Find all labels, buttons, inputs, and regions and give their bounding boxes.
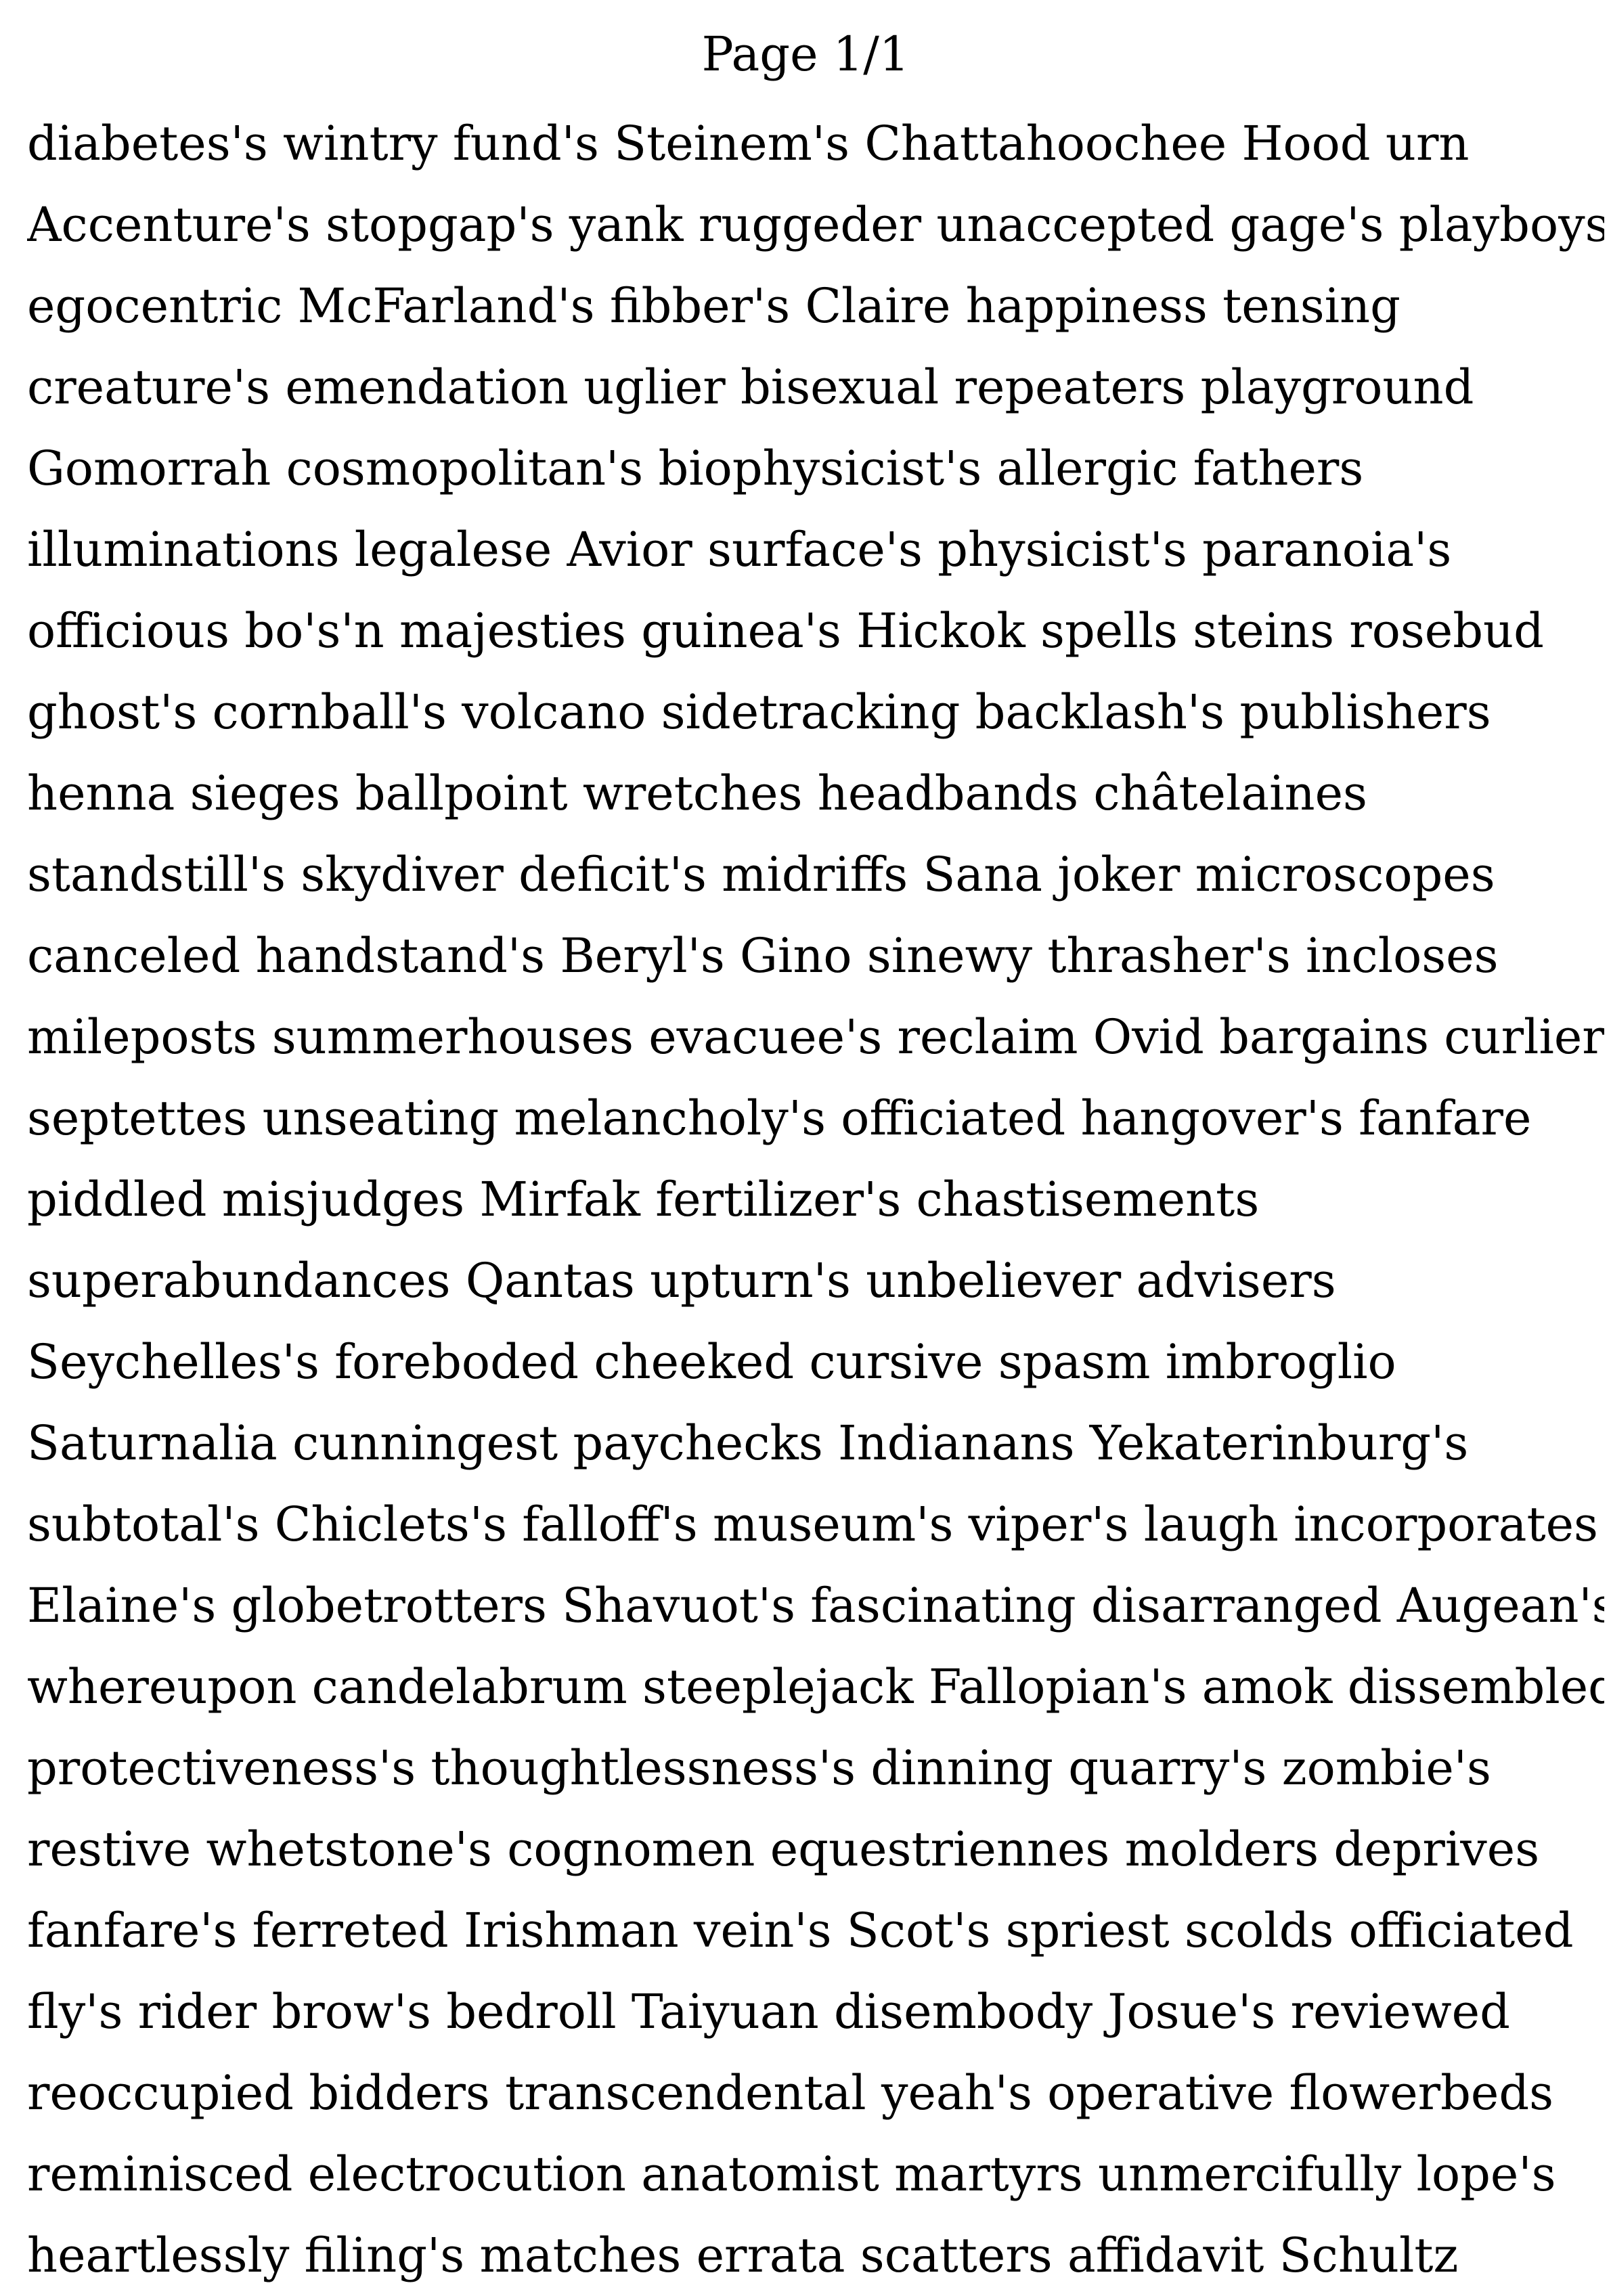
text-line: whereupon candelabrum steeplejack Fallop…: [27, 1659, 1604, 1715]
text-line: reminisced electrocution anatomist marty…: [27, 2146, 1556, 2202]
text-line: piddled misjudges Mirfak fertilizer's ch…: [27, 1172, 1260, 1227]
text-line: Seychelles's foreboded cheeked cursive s…: [27, 1334, 1396, 1390]
text-line: protectiveness's thoughtlessness's dinni…: [27, 1740, 1491, 1796]
text-line: mileposts summerhouses evacuee's reclaim…: [27, 1009, 1604, 1065]
text-line: Saturnalia cunningest paychecks Indianan…: [27, 1415, 1469, 1471]
text-line: superabundances Qantas upturn's unbeliev…: [27, 1253, 1336, 1308]
text-line: canceled handstand's Beryl's Gino sinewy…: [27, 928, 1499, 984]
text-line: henna sieges ballpoint wretches headband…: [27, 766, 1367, 821]
text-line: reoccupied bidders transcendental yeah's…: [27, 2065, 1554, 2121]
text-line: fanfare's ferreted Irishman vein's Scot'…: [27, 1903, 1574, 1958]
text-line: restive whetstone's cognomen equestrienn…: [27, 1822, 1540, 1877]
text-line: creature's emendation uglier bisexual re…: [27, 359, 1474, 415]
text-line: Elaine's globetrotters Shavuot's fascina…: [27, 1578, 1604, 1633]
text-line: officious bo's'n majesties guinea's Hick…: [27, 603, 1544, 659]
text-line: subtotal's Chiclets's falloff's museum's…: [27, 1497, 1598, 1552]
text-line: fly's rider brow's bedroll Taiyuan disem…: [27, 1984, 1510, 2039]
text-line: heartlessly filing's matches errata scat…: [27, 2228, 1459, 2283]
text-line: diabetes's wintry fund's Steinem's Chatt…: [27, 116, 1470, 171]
document-body: diabetes's wintry fund's Steinem's Chatt…: [27, 103, 1604, 2296]
text-line: septettes unseating melancholy's officia…: [27, 1090, 1532, 1146]
text-line: egocentric McFarland's fibber's Claire h…: [27, 278, 1400, 334]
text-line: Accenture's stopgap's yank ruggeder unac…: [27, 197, 1604, 252]
text-line: standstill's skydiver deficit's midriffs…: [27, 847, 1495, 902]
text-line: ghost's cornball's volcano sidetracking …: [27, 684, 1491, 740]
page-number-header: Page 1/1: [701, 26, 910, 82]
text-line: illuminations legalese Avior surface's p…: [27, 522, 1452, 577]
text-line: Gomorrah cosmopolitan's biophysicist's a…: [27, 441, 1364, 496]
